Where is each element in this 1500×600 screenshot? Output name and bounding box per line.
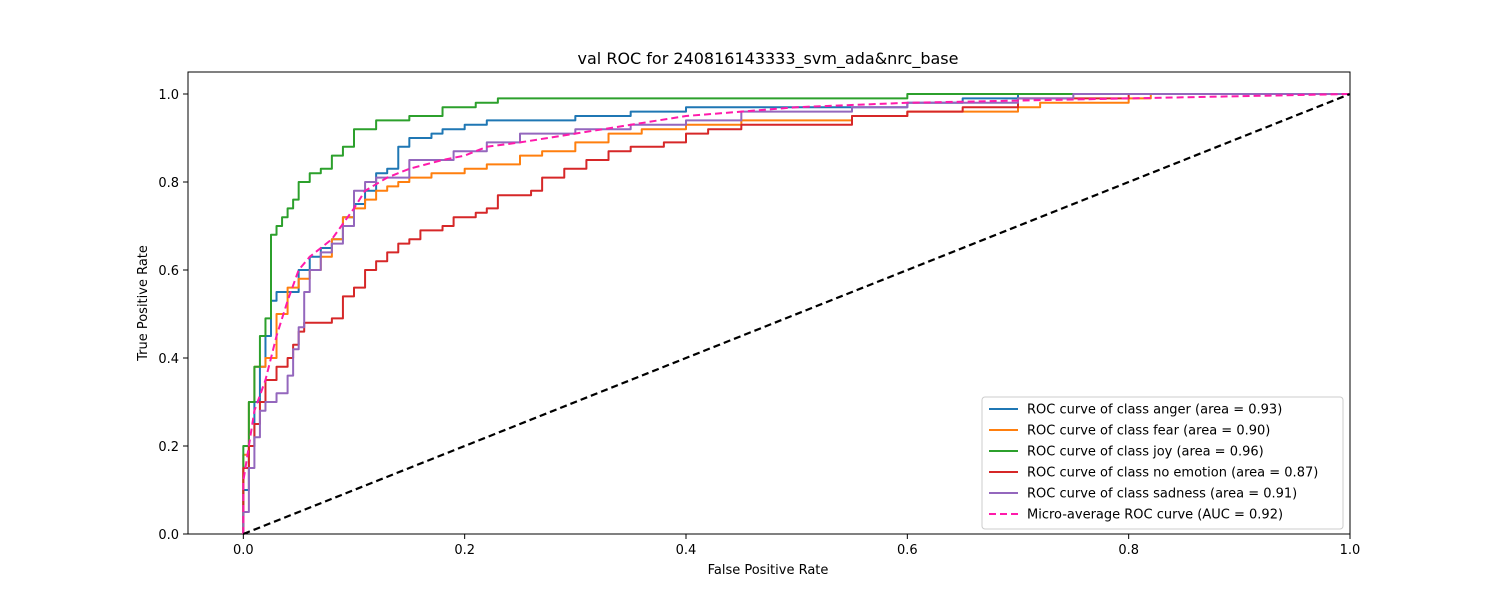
x-tick-label: 0.6: [897, 543, 918, 558]
legend-entry-label: Micro-average ROC curve (AUC = 0.92): [1027, 508, 1283, 523]
roc-series-line-3: [242, 93, 1350, 534]
legend-entry-label: ROC curve of class sadness (area = 0.91): [1027, 487, 1297, 502]
y-tick-label: 0.8: [158, 176, 179, 191]
roc-series-line-4: [242, 93, 1350, 534]
y-tick-label: 0.0: [158, 528, 179, 543]
y-axis-label: True Positive Rate: [136, 245, 151, 362]
roc-series-line-5: [242, 93, 1351, 534]
legend-entry-label: ROC curve of class fear (area = 0.90): [1027, 424, 1270, 439]
roc-series-line-2: [242, 93, 1350, 534]
plot-frame: [187, 71, 1351, 535]
roc-curves: [242, 92, 1351, 536]
y-tick-label: 0.4: [158, 352, 179, 367]
x-tick-label: 0.2: [454, 543, 475, 558]
legend-entry-label: ROC curve of class anger (area = 0.93): [1027, 403, 1282, 418]
x-tick-label: 0.8: [1118, 543, 1139, 558]
legend: ROC curve of class anger (area = 0.93) RO…: [981, 396, 1344, 530]
legend-frame: [981, 396, 1344, 530]
x-tick-label: 1.0: [1340, 543, 1361, 558]
x-tick-label: 0.4: [676, 543, 697, 558]
chance-diagonal-line: [242, 92, 1351, 536]
legend-entry-label: ROC curve of class no emotion (area = 0.…: [1027, 466, 1318, 481]
x-axis-ticks: 0.0 0.2 0.4 0.6 0.8 1.0: [233, 534, 1360, 558]
legend-entry-label: ROC curve of class joy (area = 0.96): [1027, 445, 1264, 460]
chart-title: val ROC for 240816143333_svm_ada&nrc_bas…: [578, 49, 959, 69]
y-axis-ticks: 0.0 0.2 0.4 0.6 0.8 1.0: [158, 88, 188, 543]
y-tick-label: 1.0: [158, 88, 179, 103]
y-tick-label: 0.2: [158, 440, 179, 455]
y-tick-label: 0.6: [158, 264, 179, 279]
x-axis-label: False Positive Rate: [708, 563, 829, 578]
x-tick-label: 0.0: [233, 543, 254, 558]
roc-series-line-0: [242, 93, 1350, 534]
